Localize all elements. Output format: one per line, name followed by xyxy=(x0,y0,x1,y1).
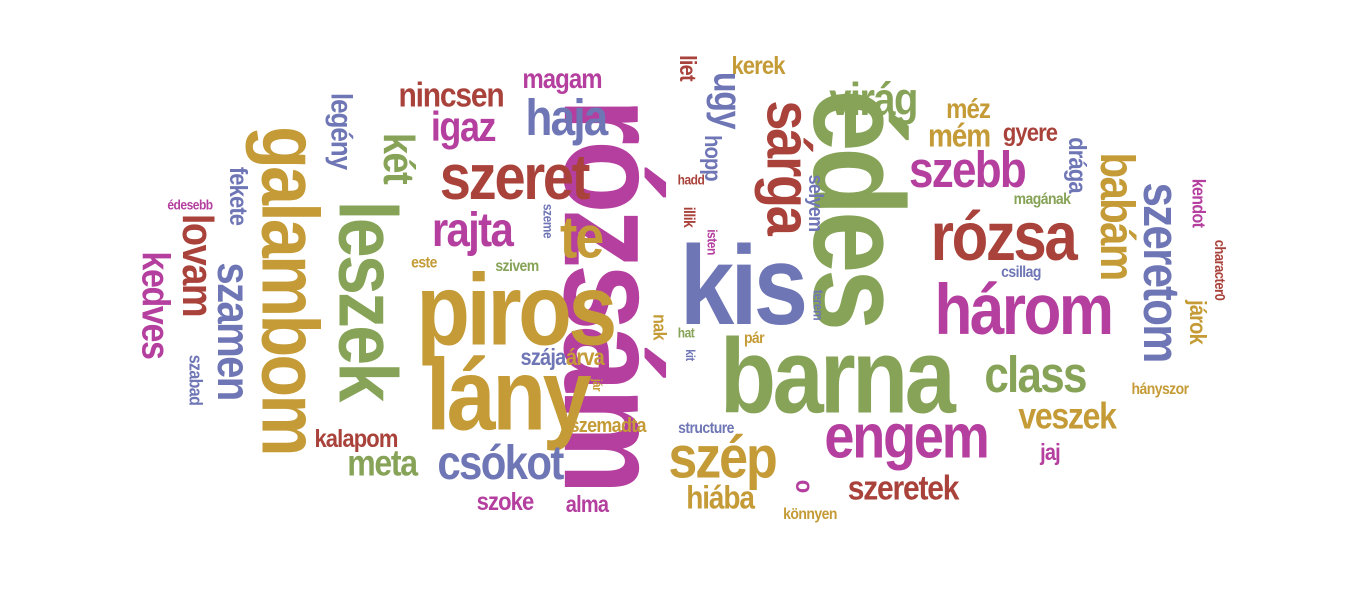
cloud-word: virág xyxy=(829,74,918,126)
cloud-word: selyem xyxy=(804,174,828,232)
cloud-word: járok xyxy=(1184,300,1210,344)
cloud-word: liet xyxy=(674,55,700,81)
cloud-word: piros xyxy=(416,252,617,367)
cloud-word: igaz xyxy=(430,102,497,150)
cloud-word: kit xyxy=(682,349,697,361)
cloud-word: leszek xyxy=(321,200,413,400)
cloud-word: kerek xyxy=(731,51,785,80)
cloud-word: szép xyxy=(668,424,777,492)
cloud-word: hányszor xyxy=(1131,378,1190,398)
cloud-word: kis xyxy=(679,221,808,349)
cloud-word: fekete xyxy=(224,166,253,226)
cloud-word: méz xyxy=(946,93,991,125)
cloud-word: nincsen xyxy=(398,76,505,115)
cloud-word: könnyen xyxy=(783,503,837,523)
cloud-word: gyere xyxy=(1002,118,1058,147)
cloud-word: mém xyxy=(927,117,991,154)
cloud-word: drága xyxy=(1063,137,1092,193)
cloud-word: character0 xyxy=(1211,239,1229,301)
cloud-word: magam xyxy=(522,63,602,95)
cloud-word: class xyxy=(984,347,1087,404)
cloud-word: hadd xyxy=(677,171,705,189)
cloud-word: árva xyxy=(566,345,605,371)
cloud-word: jaj xyxy=(1040,440,1061,466)
cloud-word: szoke xyxy=(476,487,535,516)
cloud-word: te xyxy=(559,204,604,272)
cloud-word: kendot xyxy=(1187,178,1208,228)
cloud-word: terem xyxy=(809,289,827,321)
cloud-word: szabad xyxy=(184,354,205,406)
cloud-word: szeme xyxy=(539,203,557,239)
cloud-word: ugy xyxy=(705,71,749,129)
cloud-word: magának xyxy=(1013,188,1071,208)
cloud-word: nak xyxy=(648,314,669,340)
cloud-word: galambom xyxy=(245,126,335,454)
cloud-word: rajta xyxy=(431,202,514,257)
cloud-word: édesebb xyxy=(167,196,213,214)
cloud-word: structure xyxy=(678,417,734,437)
cloud-word: haja xyxy=(525,90,608,147)
cloud-word: kalapom xyxy=(314,424,398,453)
cloud-word: illik xyxy=(680,206,700,228)
cloud-word: legény xyxy=(324,92,360,170)
cloud-word: o xyxy=(790,479,819,493)
cloud-word: rózsa xyxy=(930,197,1078,275)
cloud-word: kedves xyxy=(133,251,177,359)
cloud-word: szeret xyxy=(439,140,591,213)
cloud-word: babám xyxy=(1090,152,1145,280)
cloud-word: hat xyxy=(677,324,695,342)
cloud-word: alma xyxy=(565,492,609,518)
cloud-word: isten xyxy=(703,229,721,255)
cloud-word: meta xyxy=(347,442,418,484)
cloud-word: lovam xyxy=(172,213,222,317)
cloud-word: két xyxy=(373,132,423,184)
cloud-word: csókot xyxy=(437,435,564,490)
cloud-word: hiába xyxy=(686,479,755,516)
cloud-word: barna xyxy=(719,318,956,436)
cloud-word: pár xyxy=(743,327,765,347)
cloud-word: szebb xyxy=(909,142,1027,199)
cloud-word: csillag xyxy=(1001,261,1041,281)
cloud-word: eszemadta xyxy=(560,413,646,437)
cloud-word: este xyxy=(411,252,437,272)
cloud-word: három xyxy=(934,270,1114,351)
cloud-word: szivem xyxy=(495,255,539,275)
cloud-word: engem xyxy=(824,402,989,472)
cloud-word: szája xyxy=(520,345,567,371)
cloud-word: lány xyxy=(425,337,592,452)
cloud-word: jár xyxy=(589,378,604,392)
cloud-word: szeretek xyxy=(847,469,960,508)
cloud-word: veszek xyxy=(1018,395,1117,437)
